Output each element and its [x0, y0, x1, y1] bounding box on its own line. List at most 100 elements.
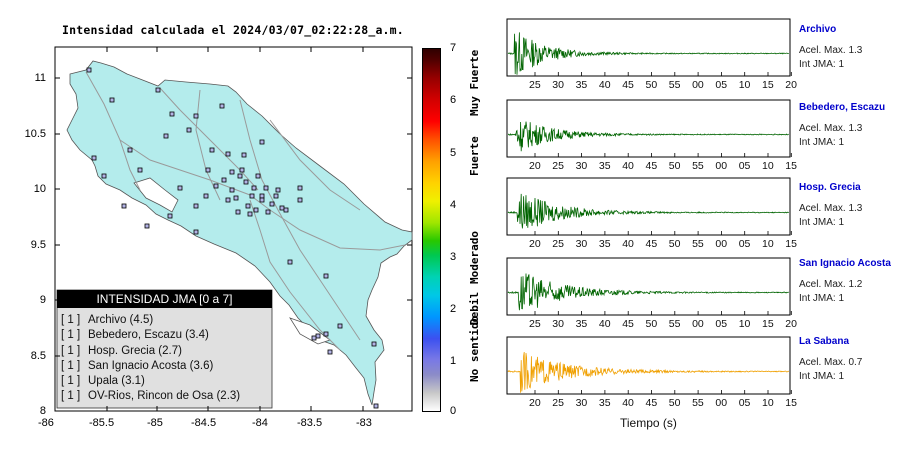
- station-marker: [163, 133, 169, 139]
- station-marker: [155, 87, 161, 93]
- waveform-tick-label: 30: [552, 318, 564, 330]
- waveform-tick-label: 25: [552, 238, 564, 250]
- station-marker: [251, 185, 257, 191]
- station-panel-label: Archivo Acel. Max. 1.3 Int JMA: 1: [799, 24, 862, 70]
- station-marker: [337, 323, 343, 329]
- station-marker: [193, 203, 199, 209]
- waveform-tick-label: 15: [762, 79, 774, 91]
- station-marker: [86, 67, 92, 73]
- legend-badge: [ 1 ]: [61, 375, 81, 388]
- waveform-tick-label: 30: [575, 238, 588, 250]
- waveform-tick-label: 00: [692, 79, 704, 91]
- station-marker: [127, 147, 133, 153]
- waveform-tick-label: 50: [668, 238, 681, 250]
- waveform-tick-label: 20: [529, 397, 541, 409]
- waveform-tick-label: 05: [715, 318, 728, 330]
- legend-badge: [ 1 ]: [61, 344, 81, 357]
- waveform-tick-label: 15: [785, 160, 797, 172]
- station-jma: Int JMA: 1: [799, 59, 845, 70]
- waveform-trace: [507, 32, 789, 75]
- waveform-tick-label: 05: [738, 397, 751, 409]
- colorbar-tick: 4: [450, 199, 457, 211]
- waveform-tick-label: 50: [645, 318, 658, 330]
- waveform-tick-label: 50: [668, 397, 681, 409]
- waveform-tick-label: 50: [668, 160, 681, 172]
- station-marker: [323, 331, 329, 337]
- y-tick-label: 10.5: [24, 128, 46, 140]
- legend-label: Bebedero, Escazu (3.4): [88, 329, 209, 342]
- colorbar-category: Muy Fuerte: [468, 49, 481, 116]
- waveform-tick-label: 15: [785, 397, 797, 409]
- station-panel-label: Hosp. Grecia Acel. Max. 1.3 Int JMA: 1: [799, 182, 862, 228]
- legend-item: [ 1 ] OV-Rios, Rincon de Osa (2.3): [61, 389, 272, 404]
- x-tick-label: -83.5: [297, 417, 323, 429]
- colorbar-tick: 5: [450, 147, 457, 159]
- x-tick-label: -84: [252, 417, 268, 429]
- waveform-trace: [507, 351, 790, 393]
- colorbar-tick: 6: [450, 94, 457, 106]
- station-marker: [275, 187, 281, 193]
- waveform-tick-label: 30: [575, 160, 588, 172]
- legend-badge: [ 1 ]: [61, 329, 81, 342]
- waveform-panel: [506, 336, 792, 395]
- station-jma: Int JMA: 1: [799, 217, 845, 228]
- waveform-tick-label: 45: [645, 397, 658, 409]
- station-marker: [237, 173, 243, 179]
- station-peak: Acel. Max. 1.3: [799, 45, 863, 56]
- legend: INTENSIDAD JMA [0 a 7] [ 1 ] Archivo (4.5…: [57, 290, 272, 408]
- station-marker: [101, 173, 107, 179]
- y-tick-label: 8.5: [30, 350, 46, 362]
- panel-frame: [506, 177, 791, 236]
- station-name: Archivo: [799, 24, 837, 35]
- waveform-tick-label: 55: [692, 397, 704, 409]
- y-tick-label: 9.5: [30, 239, 46, 251]
- colorbar-category: Moderado: [468, 231, 481, 284]
- waveform-tick-label: 30: [575, 397, 588, 409]
- station-marker: [259, 139, 265, 145]
- waveform-tick-label: 15: [762, 318, 774, 330]
- station-marker: [265, 209, 271, 215]
- y-tick-label: 8: [39, 405, 46, 417]
- station-peak: Acel. Max. 1.3: [799, 203, 863, 214]
- y-tick-label: 11: [34, 72, 46, 84]
- station-marker: [269, 201, 275, 207]
- station-marker: [241, 152, 247, 158]
- waveform-panel: [506, 99, 792, 158]
- station-marker: [311, 335, 317, 341]
- map-y-tick-labels: 11 10.5 10 9.5 9 8.5 8: [0, 0, 54, 440]
- station-marker: [229, 169, 235, 175]
- map-axis-ticks: [54, 47, 412, 412]
- station-marker: [247, 211, 253, 217]
- panel-frame: [506, 336, 791, 395]
- station-marker: [239, 167, 245, 173]
- waveform-tick-label: 40: [598, 79, 611, 91]
- station-jma: Int JMA: 1: [799, 371, 845, 382]
- waveform-tick-label: 05: [738, 238, 751, 250]
- station-marker: [209, 147, 215, 153]
- colorbar-tick-labels: 7 6 5 4 3 2 1 0: [450, 0, 464, 440]
- station-marker: [203, 193, 209, 199]
- intensity-map: [54, 46, 413, 412]
- station-marker: [259, 197, 265, 203]
- waveform-tick-label: 00: [715, 397, 728, 409]
- colorbar-category: Fuerte: [468, 136, 481, 176]
- waveform-tick-label: 00: [715, 238, 728, 250]
- station-annotations: Archivo Acel. Max. 1.3 Int JMA: 1 Bebede…: [799, 0, 909, 420]
- station-panel-label: La Sabana Acel. Max. 0.7 Int JMA: 1: [799, 336, 862, 382]
- station-marker: [169, 111, 175, 117]
- waveform-tick-label: 35: [598, 397, 611, 409]
- waveform-tick-label: 45: [645, 160, 658, 172]
- waveform-tick-label: 35: [575, 318, 588, 330]
- station-layer: [86, 67, 379, 409]
- legend-item: [ 1 ] Bebedero, Escazu (3.4): [61, 328, 272, 343]
- waveform-tick-label: 50: [645, 79, 658, 91]
- waveform-panel: [506, 18, 792, 77]
- waveform-tick-label: 20: [529, 238, 541, 250]
- waveform-tick-label: 30: [552, 79, 564, 91]
- legend-label: Upala (3.1): [88, 375, 145, 388]
- station-marker: [91, 155, 97, 161]
- legend-item: [ 1 ] Upala (3.1): [61, 374, 272, 389]
- legend-badge: [ 1 ]: [61, 314, 81, 326]
- station-marker: [243, 179, 249, 185]
- waveform-tick-label: 40: [622, 160, 634, 172]
